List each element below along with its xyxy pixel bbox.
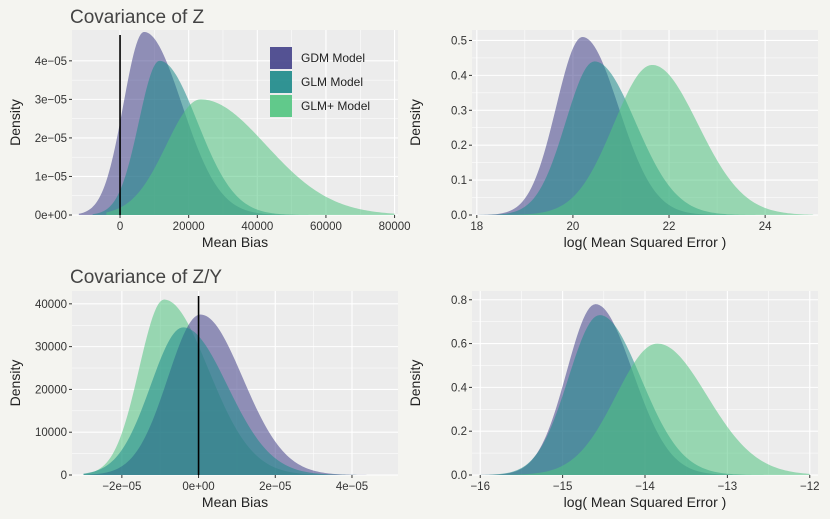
y-tick-label: 10000 — [35, 427, 67, 439]
legend-label-glm: GLM Model — [301, 75, 363, 89]
y-axis-title: Density — [7, 99, 23, 146]
y-tick-label: 0.1 — [451, 175, 467, 187]
x-axis-title: Mean Bias — [202, 494, 268, 510]
x-tick-label: 20000 — [173, 221, 205, 233]
density-area-glmplus — [476, 64, 814, 215]
x-tick-label: 18 — [470, 221, 483, 233]
x-tick-label: −16 — [470, 481, 490, 493]
y-tick-label: 0.4 — [451, 70, 468, 82]
x-tick-label: 0e+00 — [182, 481, 214, 493]
y-tick-label: 0.8 — [451, 295, 467, 307]
y-tick-label: 4e−05 — [35, 56, 67, 68]
legend-swatch-gdm — [270, 47, 292, 69]
x-tick-label: 2e−05 — [259, 481, 291, 493]
x-tick-label: −13 — [718, 481, 738, 493]
y-tick-label: 0.3 — [451, 105, 467, 117]
density-area-glm — [92, 60, 320, 215]
panel-title: Covariance of Z/Y — [70, 267, 222, 288]
y-tick-label: 0.2 — [451, 426, 467, 438]
panel-covariance-z-mse: 18 20 22 24 0.0 0.1 0.2 0.3 0.4 0.5 log( Mean Squa… — [407, 30, 818, 250]
legend-label-gdm: GDM Model — [301, 51, 365, 65]
panel-covariance-zy-bias: −2e−05 0e+00 2e−05 4e−05 0 10000 20000 30000 400… — [7, 267, 398, 510]
x-tick-label: 22 — [663, 221, 676, 233]
x-axis-title: log( Mean Squared Error ) — [564, 494, 727, 510]
x-tick-label: −12 — [800, 481, 820, 493]
y-tick-label: 40000 — [35, 299, 67, 311]
y-tick-label: 0.2 — [451, 140, 467, 152]
y-tick-label: 20000 — [35, 384, 67, 396]
y-tick-label: 0.4 — [451, 382, 468, 394]
legend-swatch-glmplus — [270, 95, 292, 117]
legend: GDM Model GLM Model GLM+ Model — [270, 47, 370, 117]
x-tick-label: 20 — [567, 221, 580, 233]
x-tick-label: −2e−05 — [102, 481, 141, 493]
x-tick-label: 24 — [759, 221, 772, 233]
x-tick-label: −15 — [553, 481, 573, 493]
y-axis-title: Density — [407, 99, 423, 146]
y-tick-label: 1e−05 — [35, 171, 67, 183]
panel-covariance-zy-mse: −16 −15 −14 −13 −12 0.0 0.2 0.4 0.6 0.8 log( Mean … — [407, 291, 820, 510]
legend-swatch-glm — [270, 71, 292, 93]
density-area-glmplus — [480, 343, 810, 475]
x-tick-label: 60000 — [310, 221, 342, 233]
panel-title: Covariance of Z — [70, 7, 205, 28]
y-tick-label: 30000 — [35, 342, 67, 354]
y-tick-label: 2e−05 — [35, 133, 67, 145]
legend-label-glmplus: GLM+ Model — [301, 99, 370, 113]
density-area-glmplus — [106, 99, 395, 215]
x-tick-label: 4e−05 — [336, 481, 368, 493]
x-axis-title: log( Mean Squared Error ) — [564, 234, 727, 250]
y-axis-title: Density — [7, 360, 23, 407]
y-tick-label: 0.0 — [451, 470, 467, 482]
density-area-glm — [83, 327, 391, 475]
x-tick-label: −14 — [635, 481, 655, 493]
y-tick-label: 0.6 — [451, 339, 467, 351]
x-axis-title: Mean Bias — [202, 234, 268, 250]
x-tick-label: 0 — [117, 221, 123, 233]
y-tick-label: 0.5 — [451, 35, 467, 47]
density-area-glm — [476, 61, 814, 215]
x-tick-label: 80000 — [379, 221, 411, 233]
x-tick-label: 40000 — [241, 221, 273, 233]
y-tick-label: 0e+00 — [35, 210, 67, 222]
y-tick-label: 0.0 — [451, 210, 467, 222]
y-axis-title: Density — [407, 360, 423, 407]
y-tick-label: 3e−05 — [35, 94, 67, 106]
panel-covariance-z-bias: 0 20000 40000 60000 80000 0e+00 1e−05 2e−05 3e−0… — [7, 7, 411, 250]
y-tick-label: 0 — [61, 470, 67, 482]
